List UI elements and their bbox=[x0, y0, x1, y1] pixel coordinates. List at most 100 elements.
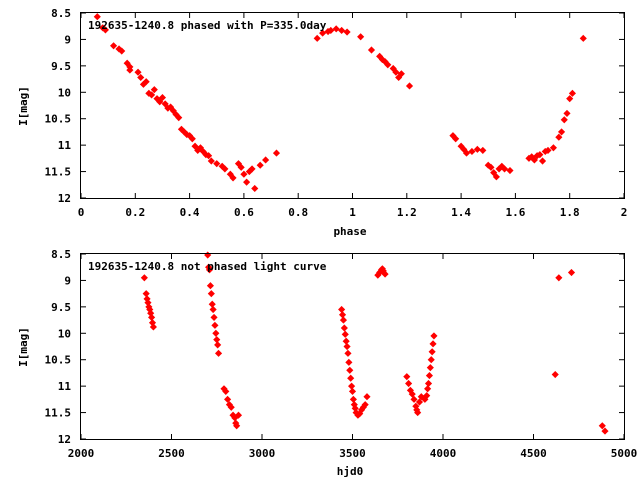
data-point bbox=[93, 13, 101, 21]
data-point bbox=[536, 151, 544, 159]
x-tick-label: 2000 bbox=[68, 447, 95, 460]
data-point bbox=[361, 401, 369, 409]
data-point bbox=[425, 372, 433, 380]
unphased-data-points bbox=[140, 251, 609, 435]
data-point bbox=[343, 28, 351, 36]
y-tick-label: 11 bbox=[58, 139, 72, 152]
data-point bbox=[538, 157, 547, 165]
data-point bbox=[484, 161, 492, 169]
unphased-plot-frame bbox=[80, 253, 625, 440]
data-point bbox=[363, 393, 371, 401]
data-point bbox=[262, 156, 270, 164]
x-tick-label: 3000 bbox=[249, 447, 276, 460]
data-point bbox=[341, 330, 349, 338]
x-tick-label: 0.6 bbox=[234, 206, 254, 219]
data-point bbox=[161, 100, 169, 108]
data-point bbox=[251, 184, 259, 193]
data-point bbox=[347, 374, 355, 382]
data-point bbox=[272, 149, 281, 157]
data-point bbox=[118, 47, 126, 55]
data-point bbox=[405, 82, 414, 90]
data-point bbox=[340, 324, 348, 332]
y-tick-label: 12 bbox=[58, 433, 71, 446]
data-point bbox=[551, 370, 559, 379]
y-tick-label: 9 bbox=[64, 33, 71, 46]
data-point bbox=[237, 163, 245, 171]
x-tick-label: 0.4 bbox=[180, 206, 200, 219]
x-tick-label: 2500 bbox=[158, 447, 185, 460]
data-point bbox=[338, 26, 346, 35]
data-point bbox=[206, 282, 214, 290]
data-point bbox=[392, 68, 400, 76]
data-point bbox=[148, 91, 156, 99]
data-point bbox=[452, 135, 460, 143]
data-point bbox=[188, 135, 196, 143]
data-point bbox=[205, 152, 213, 160]
data-point bbox=[429, 340, 437, 348]
data-point bbox=[204, 251, 212, 259]
data-point bbox=[415, 398, 424, 406]
unphased-x-axis-label: hjd0 bbox=[337, 465, 364, 478]
data-point bbox=[191, 142, 199, 150]
unphased-x-ticks: 2000 2500 3000 3500 4000 4500 5000 bbox=[68, 254, 638, 460]
data-point bbox=[568, 89, 576, 97]
data-point bbox=[343, 342, 351, 351]
data-point bbox=[212, 329, 220, 337]
data-point bbox=[557, 128, 566, 136]
data-point bbox=[378, 55, 386, 64]
data-point bbox=[248, 165, 256, 173]
data-point bbox=[560, 116, 568, 124]
y-tick-label: 11.5 bbox=[45, 407, 72, 420]
data-point bbox=[384, 61, 392, 69]
x-tick-label: 1.6 bbox=[505, 206, 525, 219]
y-tick-label: 10.5 bbox=[45, 354, 72, 367]
data-point bbox=[490, 169, 498, 177]
data-point bbox=[209, 305, 217, 314]
x-tick-label: 2 bbox=[621, 206, 628, 219]
data-point bbox=[149, 323, 157, 331]
data-point bbox=[410, 395, 418, 403]
data-point bbox=[227, 403, 235, 411]
phased-plot-frame bbox=[80, 12, 625, 199]
data-point bbox=[332, 25, 340, 33]
data-point bbox=[492, 173, 500, 181]
data-point bbox=[579, 34, 587, 42]
data-point bbox=[357, 33, 365, 41]
data-point bbox=[423, 392, 431, 400]
x-tick-label: 5000 bbox=[611, 447, 638, 460]
phased-chart-title: 192635-1240.8 phased with P=335.0day bbox=[88, 19, 327, 32]
x-tick-label: 1 bbox=[349, 206, 356, 219]
data-point bbox=[137, 73, 145, 82]
data-point bbox=[338, 305, 346, 314]
data-point bbox=[479, 146, 487, 154]
y-tick-label: 12 bbox=[58, 192, 71, 205]
data-point bbox=[405, 379, 413, 388]
data-point bbox=[126, 66, 134, 74]
data-point bbox=[468, 147, 476, 156]
unphased-chart-title: 192635-1240.8 not phased light curve bbox=[88, 260, 327, 273]
data-point bbox=[348, 382, 356, 390]
data-point bbox=[381, 270, 389, 278]
data-point bbox=[115, 45, 123, 53]
y-tick-label: 9.5 bbox=[51, 301, 71, 314]
data-point bbox=[214, 349, 223, 357]
y-tick-label: 11.5 bbox=[45, 166, 72, 179]
data-point bbox=[549, 144, 557, 152]
data-point bbox=[175, 114, 183, 122]
data-point bbox=[221, 165, 229, 173]
data-point bbox=[500, 165, 509, 173]
data-point bbox=[224, 395, 232, 403]
data-point bbox=[211, 321, 219, 329]
unphased-light-curve-panel: 2000 2500 3000 3500 4000 4500 5000 8.5 9 9.5 10 10… bbox=[17, 248, 637, 478]
y-tick-label: 10.5 bbox=[45, 113, 72, 126]
data-point bbox=[555, 133, 563, 141]
phased-x-axis-label: phase bbox=[333, 225, 366, 238]
data-point bbox=[134, 68, 142, 76]
data-point bbox=[567, 268, 576, 277]
data-point bbox=[101, 26, 110, 34]
data-point bbox=[427, 356, 435, 364]
phased-y-axis-label: I[mag] bbox=[17, 86, 30, 126]
data-point bbox=[601, 427, 609, 435]
data-point bbox=[229, 174, 237, 182]
data-point bbox=[345, 358, 353, 366]
